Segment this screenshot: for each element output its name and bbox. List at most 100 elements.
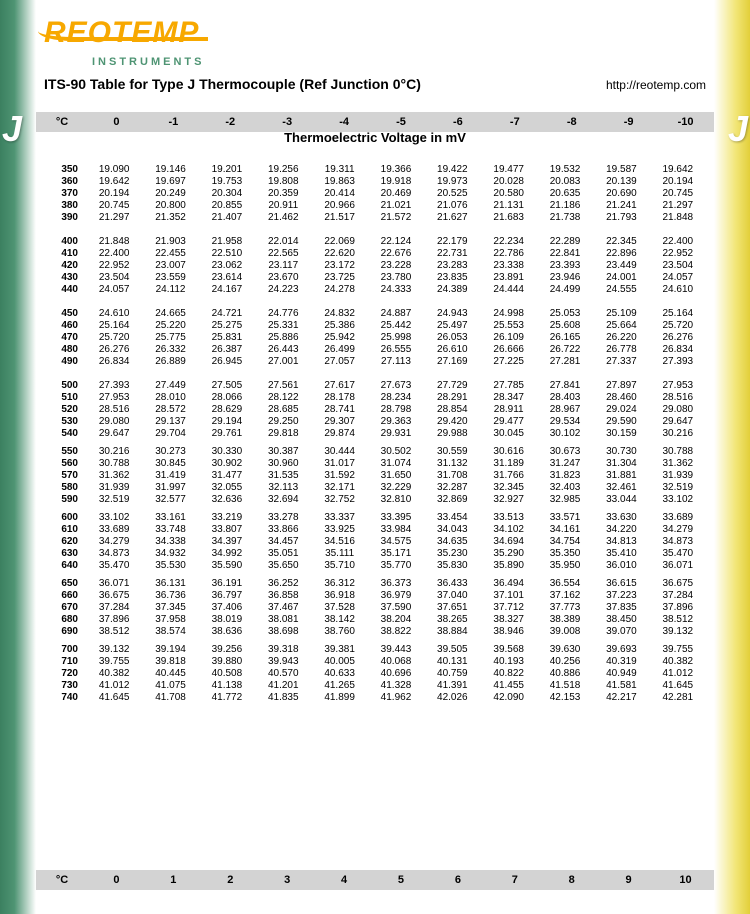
value-cell: 39.132 [650,625,706,637]
table-row: 40021.84821.90321.95822.01422.06922.1242… [44,235,706,247]
value-cell: 29.137 [142,415,198,427]
value-cell: 29.420 [424,415,480,427]
value-cell: 41.581 [593,679,649,691]
value-cell: 22.952 [86,259,142,271]
value-cell: 25.331 [255,319,311,331]
temp-cell: 370 [44,187,86,199]
value-cell: 31.650 [368,469,424,481]
temp-cell: 640 [44,559,86,571]
table-row: 46025.16425.22025.27525.33125.38625.4422… [44,319,706,331]
value-cell: 19.753 [199,175,255,187]
value-cell: 35.230 [424,547,480,559]
value-cell: 41.455 [481,679,537,691]
value-cell: 28.347 [481,391,537,403]
value-cell: 27.281 [537,355,593,367]
value-cell: 24.389 [424,283,480,295]
temp-cell: 480 [44,343,86,355]
value-cell: 20.966 [311,199,367,211]
value-cell: 26.555 [368,343,424,355]
value-cell: 29.363 [368,415,424,427]
value-cell: 33.984 [368,523,424,535]
value-cell: 40.886 [537,667,593,679]
value-cell: 37.528 [311,601,367,613]
value-cell: 34.279 [650,523,706,535]
temp-cell: 520 [44,403,86,415]
value-cell: 38.450 [593,613,649,625]
value-cell: 24.057 [86,283,142,295]
value-cell: 29.024 [593,403,649,415]
value-cell: 34.873 [86,547,142,559]
value-cell: 36.615 [593,577,649,589]
value-cell: 22.841 [537,247,593,259]
temp-cell: 420 [44,259,86,271]
col-header: 4 [316,874,373,886]
col-header: 9 [600,874,657,886]
value-cell: 29.590 [593,415,649,427]
value-cell: 37.958 [142,613,198,625]
value-cell: 22.234 [481,235,537,247]
temp-cell: 710 [44,655,86,667]
value-cell: 38.884 [424,625,480,637]
value-cell: 20.911 [255,199,311,211]
value-cell: 27.337 [593,355,649,367]
table-row: 68037.89637.95838.01938.08138.14238.2043… [44,613,706,625]
value-cell: 32.519 [86,493,142,505]
temp-cell: 580 [44,481,86,493]
value-cell: 39.443 [368,643,424,655]
value-cell: 36.675 [650,577,706,589]
value-cell: 31.939 [650,469,706,481]
value-cell: 32.636 [199,493,255,505]
value-cell: 33.395 [368,511,424,523]
value-cell: 23.172 [311,259,367,271]
value-cell: 32.519 [650,481,706,493]
value-cell: 40.382 [86,667,142,679]
value-cell: 26.610 [424,343,480,355]
value-cell: 40.005 [311,655,367,667]
value-cell: 37.651 [424,601,480,613]
value-cell: 21.793 [593,211,649,223]
value-cell: 21.352 [142,211,198,223]
temp-cell: 430 [44,271,86,283]
value-cell: 23.007 [142,259,198,271]
value-cell: 30.444 [311,445,367,457]
value-cell: 21.297 [650,199,706,211]
temp-cell: 390 [44,211,86,223]
value-cell: 32.694 [255,493,311,505]
value-cell: 30.216 [650,427,706,439]
value-cell: 22.565 [255,247,311,259]
value-cell: 27.617 [311,379,367,391]
value-cell: 37.590 [368,601,424,613]
site-url[interactable]: http://reotemp.com [606,78,706,92]
value-cell: 41.835 [255,691,311,703]
value-cell: 24.665 [142,307,198,319]
value-cell: 26.276 [650,331,706,343]
table-row: 41022.40022.45522.51022.56522.62022.6762… [44,247,706,259]
value-cell: 37.773 [537,601,593,613]
value-cell: 38.636 [199,625,255,637]
value-cell: 29.307 [311,415,367,427]
value-cell: 35.650 [255,559,311,571]
value-cell: 31.939 [86,481,142,493]
value-cell: 34.932 [142,547,198,559]
table-row: 39021.29721.35221.40721.46221.51721.5722… [44,211,706,223]
value-cell: 35.950 [537,559,593,571]
temp-cell: 500 [44,379,86,391]
value-cell: 30.330 [199,445,255,457]
value-cell: 37.896 [86,613,142,625]
value-cell: 19.973 [424,175,480,187]
value-cell: 19.642 [650,163,706,175]
temp-cell: 510 [44,391,86,403]
value-cell: 25.886 [255,331,311,343]
value-cell: 36.554 [537,577,593,589]
value-cell: 22.014 [255,235,311,247]
temp-cell: 530 [44,415,86,427]
value-cell: 28.572 [142,403,198,415]
page-title: ITS-90 Table for Type J Thermocouple (Re… [44,76,421,92]
value-cell: 25.831 [199,331,255,343]
value-cell: 24.943 [424,307,480,319]
value-cell: 34.043 [424,523,480,535]
value-cell: 39.505 [424,643,480,655]
value-cell: 32.345 [481,481,537,493]
value-cell: 19.201 [199,163,255,175]
value-cell: 31.189 [481,457,537,469]
